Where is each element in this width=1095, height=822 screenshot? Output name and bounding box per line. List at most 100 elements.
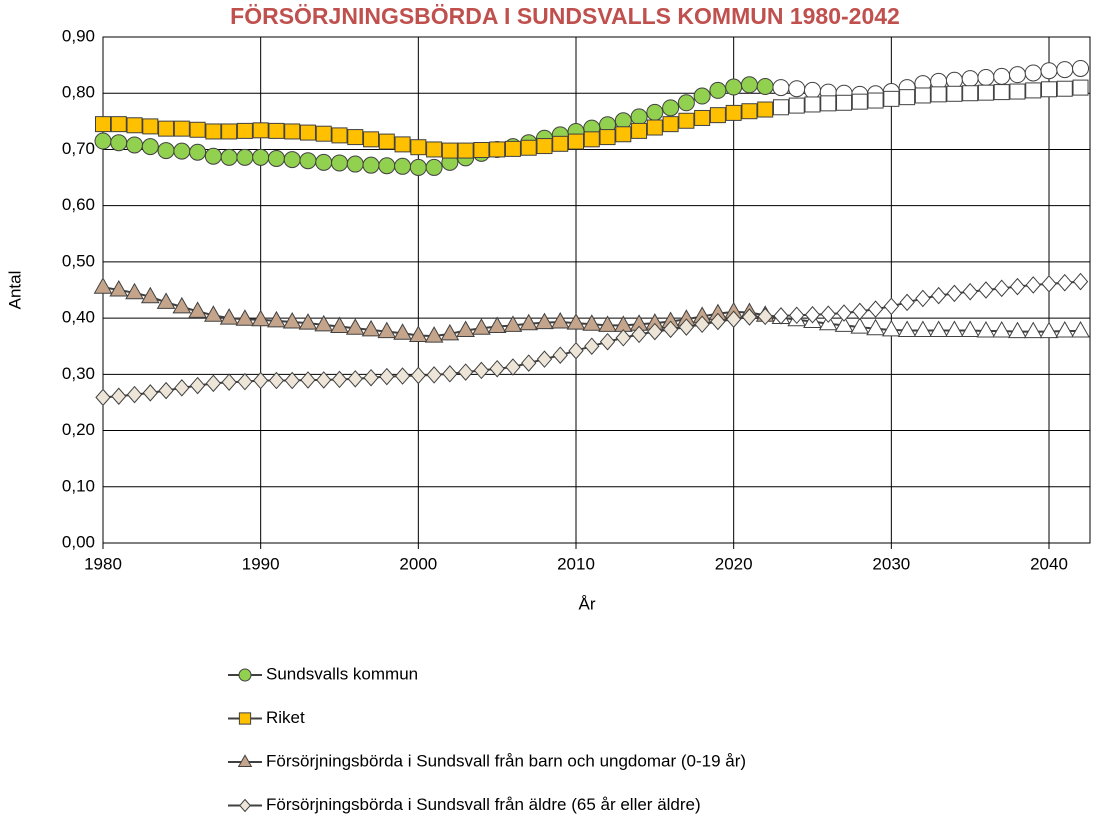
marker xyxy=(142,118,159,135)
marker xyxy=(299,124,316,141)
marker xyxy=(519,313,539,331)
marker xyxy=(568,133,585,150)
marker xyxy=(913,320,933,337)
marker xyxy=(914,87,931,104)
x-tick-label: 1980 xyxy=(84,554,122,573)
marker xyxy=(930,86,947,103)
marker xyxy=(237,372,253,391)
marker xyxy=(694,315,710,334)
marker xyxy=(220,148,238,166)
marker xyxy=(883,297,900,316)
marker xyxy=(1056,80,1073,97)
marker xyxy=(235,309,255,326)
marker xyxy=(219,308,239,325)
marker xyxy=(188,301,207,318)
marker xyxy=(820,305,836,323)
x-tick-label: 1990 xyxy=(242,554,280,573)
marker xyxy=(977,68,995,86)
marker xyxy=(598,315,617,332)
marker xyxy=(331,370,348,389)
marker xyxy=(473,142,490,159)
marker xyxy=(363,368,379,387)
marker xyxy=(314,314,334,332)
marker xyxy=(173,120,190,137)
marker xyxy=(489,141,506,158)
marker xyxy=(158,381,174,400)
marker xyxy=(331,154,349,172)
marker xyxy=(899,293,915,312)
marker xyxy=(345,318,365,335)
marker xyxy=(1025,82,1042,99)
marker xyxy=(204,305,223,322)
marker xyxy=(694,109,711,126)
marker xyxy=(284,123,301,140)
marker xyxy=(347,129,364,146)
marker xyxy=(239,798,251,813)
x-tick-label: 2000 xyxy=(399,554,437,573)
marker xyxy=(456,320,475,337)
chart-title: FÖRSÖRJNINGSBÖRDA I SUNDSVALLS KOMMUN 19… xyxy=(230,3,900,29)
marker xyxy=(945,320,964,337)
marker xyxy=(94,132,112,150)
marker xyxy=(1009,83,1026,100)
marker xyxy=(804,81,822,99)
marker xyxy=(850,317,870,334)
marker xyxy=(205,374,222,393)
marker xyxy=(394,136,411,153)
marker xyxy=(615,329,631,347)
marker xyxy=(978,281,994,299)
marker xyxy=(962,85,979,102)
marker xyxy=(379,367,395,386)
marker xyxy=(1041,81,1058,98)
marker xyxy=(126,117,143,134)
marker xyxy=(757,101,774,118)
marker xyxy=(946,85,963,102)
marker xyxy=(299,152,317,170)
marker xyxy=(994,279,1010,298)
marker xyxy=(504,140,521,157)
marker xyxy=(1072,79,1089,96)
marker xyxy=(158,120,175,137)
marker xyxy=(962,282,978,301)
marker xyxy=(298,313,318,330)
marker xyxy=(394,157,412,175)
y-tick-label: 0,80 xyxy=(62,83,95,102)
marker xyxy=(1072,272,1089,291)
legend-label: Försörjningsbörda i Sundsvall från barn … xyxy=(266,751,746,770)
marker xyxy=(552,346,568,364)
marker xyxy=(851,93,868,110)
y-tick-label: 0,90 xyxy=(62,26,95,45)
marker xyxy=(631,325,647,344)
marker xyxy=(110,134,128,152)
x-tick-label: 2020 xyxy=(715,554,753,573)
marker xyxy=(442,365,458,383)
marker xyxy=(1025,276,1041,294)
marker xyxy=(238,712,252,725)
marker xyxy=(740,76,758,94)
marker xyxy=(410,366,426,385)
marker xyxy=(282,312,302,329)
marker xyxy=(457,142,474,159)
marker xyxy=(662,116,679,133)
marker xyxy=(316,371,332,389)
marker xyxy=(568,341,584,360)
marker xyxy=(930,286,947,305)
marker xyxy=(993,84,1010,101)
x-tick-label: 2030 xyxy=(872,554,910,573)
marker xyxy=(566,313,586,330)
marker xyxy=(315,125,332,142)
marker xyxy=(788,97,805,114)
marker xyxy=(662,320,679,339)
marker xyxy=(189,143,207,161)
marker xyxy=(157,142,175,160)
marker xyxy=(409,158,427,176)
marker xyxy=(347,370,363,388)
marker xyxy=(536,350,553,368)
marker xyxy=(205,123,222,140)
marker xyxy=(552,135,569,152)
marker xyxy=(505,358,521,376)
marker xyxy=(283,151,301,169)
marker xyxy=(1040,62,1058,80)
marker xyxy=(993,67,1011,85)
